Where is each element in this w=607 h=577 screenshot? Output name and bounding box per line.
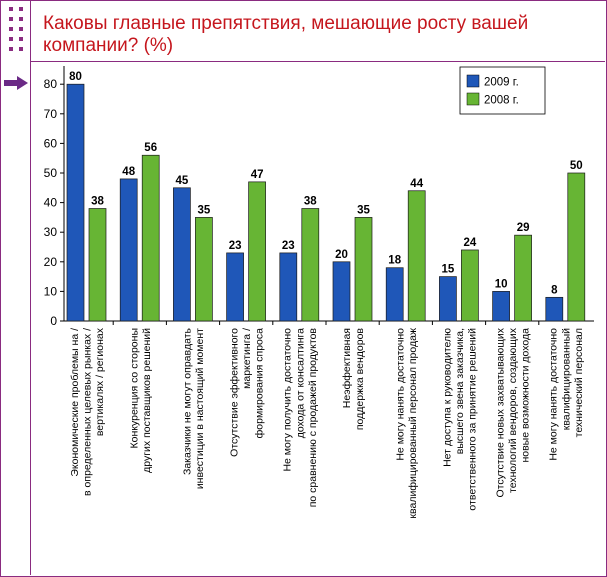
bar-2009 (66, 83, 85, 322)
category-label: Заказчики не могут оправдать (182, 327, 194, 475)
y-tick-label: 20 (44, 255, 58, 269)
y-tick-label: 50 (44, 166, 58, 180)
legend-box (459, 66, 546, 115)
category-label: маркетинга / (241, 328, 253, 389)
bar-2009 (439, 276, 457, 322)
data-label: 44 (410, 178, 423, 190)
category-label: Неэффективная (341, 328, 353, 408)
bar-2008 (88, 208, 107, 322)
data-label: 15 (442, 264, 455, 276)
bar-2008 (461, 249, 479, 322)
data-label: 45 (176, 175, 189, 187)
data-label: 23 (282, 240, 295, 252)
category-label: Не могу нанять достаточно (548, 328, 560, 461)
legend-label-2009: 2009 г. (484, 77, 519, 89)
category-label: Не могу нанять достаточно (394, 328, 406, 461)
data-label: 38 (91, 196, 104, 208)
left-rule (30, 0, 31, 575)
data-label: 80 (69, 71, 82, 83)
category-label: технологий вендоров, создающих (507, 327, 519, 493)
category-label: квалифицированный (560, 328, 572, 430)
x-axis-labels: Экономические проблемы на / в определенны… (69, 327, 585, 518)
y-tick-label: 10 (44, 284, 58, 298)
category-label: формирования спроса (254, 328, 266, 439)
bar-2008 (354, 217, 373, 322)
category-label: технический персонал (573, 328, 585, 437)
y-tick-label: 30 (44, 225, 58, 239)
category-label: высшего звена заказчика, (454, 328, 466, 454)
bar-2008 (301, 208, 320, 322)
category-label: Экономические проблемы на / (69, 328, 81, 477)
category-label: инвестиции в настоящий момент (194, 328, 206, 489)
data-label: 48 (122, 166, 135, 178)
legend: 2009 г. 2008 г. (459, 66, 546, 115)
y-tick-label: 80 (44, 77, 58, 91)
y-tick-label: 0 (50, 314, 57, 328)
category-label: ответственного за принятие решений (467, 328, 479, 511)
category-label: дохода от консалтинга (294, 328, 306, 438)
category-label: по сравнению с продажей продуктов (307, 328, 319, 508)
dotted-grid-icon (9, 7, 23, 51)
category-label: Отсутствие эффективного (229, 328, 241, 457)
data-label: 10 (495, 278, 508, 290)
data-label: 47 (251, 169, 264, 181)
bar-2008 (407, 190, 426, 322)
category-label: Отсутствие новых захватывающих (495, 327, 507, 497)
data-label: 35 (198, 204, 211, 216)
data-label: 56 (144, 142, 157, 154)
bar-2009 (492, 291, 510, 322)
data-label: 38 (304, 196, 317, 208)
bar-2008 (514, 234, 532, 322)
bar-2008 (248, 181, 266, 322)
bar-2008 (141, 154, 160, 322)
category-label: Не могу получить достаточно (282, 328, 294, 472)
bar-2009 (226, 252, 244, 322)
legend-swatch-2008 (466, 92, 480, 106)
data-label: 23 (229, 240, 242, 252)
y-tick-label: 40 (44, 196, 58, 210)
data-label: 29 (517, 222, 530, 234)
data-label: 50 (570, 160, 583, 172)
category-label: квалифицированный персонал продаж (407, 328, 419, 519)
category-label: новые возможности дохода (520, 328, 532, 463)
legend-swatch-2009 (466, 74, 480, 88)
bars: 80 38 48 56 45 35 23 47 23 38 20 35 18 44 15 24 10 29 8 50 (66, 71, 586, 325)
data-label: 20 (335, 249, 348, 261)
bar-2008 (567, 172, 586, 322)
title-rule (30, 61, 605, 62)
bar-2008 (195, 217, 213, 322)
y-tick-label: 60 (44, 136, 58, 150)
bar-2009 (332, 261, 351, 322)
category-label: Нет доступа к руководителю (441, 328, 453, 467)
data-label: 35 (357, 204, 370, 216)
bar-2009 (545, 296, 564, 322)
data-label: 24 (464, 237, 477, 249)
legend-label-2008: 2008 г. (484, 95, 519, 107)
category-label: в определенных целевых рынках / (82, 328, 94, 496)
category-label: вертикалях / регионах (94, 327, 106, 436)
y-tick-label: 70 (44, 107, 58, 121)
bar-chart: 0 10 20 30 40 50 60 70 80 80 38 48 56 45 35 23 47 23 38 20… (44, 66, 594, 519)
arrow-right-icon (4, 76, 28, 90)
category-label: других поставщиков решений (141, 328, 153, 473)
bar-2009 (385, 267, 404, 322)
category-label: Конкуренция со стороны (128, 328, 140, 449)
bar-2009 (173, 187, 191, 322)
data-label: 8 (551, 284, 558, 296)
category-label: поддержка вендоров (354, 328, 366, 431)
bar-2009 (119, 178, 138, 322)
bar-2009 (279, 252, 298, 322)
data-label: 18 (388, 255, 401, 267)
page-title: Каковы главные препятствия, мешающие рос… (43, 13, 529, 56)
